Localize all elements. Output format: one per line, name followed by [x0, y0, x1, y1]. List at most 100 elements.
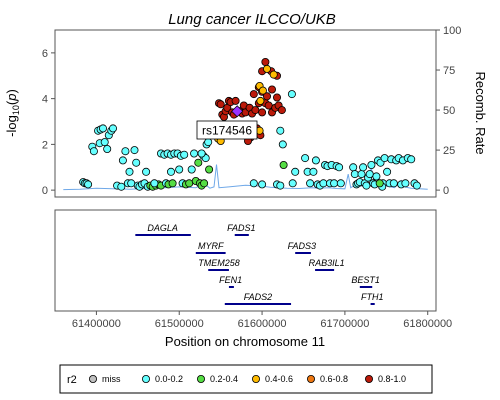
x-tick-label: 61400000 [72, 318, 121, 330]
gene-myrf-label: MYRF [198, 241, 224, 251]
snp-point [373, 173, 380, 180]
legend-swatch [252, 375, 259, 382]
snp-point [279, 141, 286, 148]
snp-point [366, 171, 373, 178]
snp-point [336, 164, 343, 171]
snp-point [360, 164, 367, 171]
snp-point [122, 148, 129, 155]
snp-point [402, 180, 409, 187]
snp-point [265, 102, 272, 109]
snp-point [312, 157, 319, 164]
gene-best1-label: BEST1 [351, 275, 380, 285]
gene-fads2-label: FADS2 [244, 292, 272, 302]
x-tick-label: 61500000 [155, 318, 204, 330]
snp-point [351, 171, 358, 178]
legend-swatch [307, 375, 314, 382]
y2-tick-label: 0 [443, 185, 449, 197]
snp-point [288, 91, 295, 98]
snp-point [128, 180, 135, 187]
snp-point [176, 166, 183, 173]
snp-point [133, 159, 140, 166]
snp-point [232, 97, 239, 104]
snp-point [337, 180, 344, 187]
x-axis-label: Position on chromosome 11 [165, 334, 325, 349]
snp-point [191, 150, 198, 157]
x-tick-label: 61800000 [403, 318, 452, 330]
legend-title: r2 [67, 374, 77, 386]
x-tick-label: 61700000 [320, 318, 369, 330]
x-tick-label: 61600000 [238, 318, 287, 330]
gene-fads3-label: FADS3 [288, 241, 316, 251]
snp-point [131, 147, 138, 154]
snp-point [273, 94, 280, 101]
snp-point [280, 161, 287, 168]
snp-point [390, 180, 397, 187]
y-axis-ticks: 0246 [42, 48, 55, 197]
legend-swatch [197, 375, 204, 382]
legend-swatch [365, 375, 372, 382]
lead-snp-label: rs174546 [202, 124, 252, 138]
snp-point [151, 180, 158, 187]
snp-point [118, 183, 125, 190]
snp-point [188, 166, 195, 173]
snp-point [376, 180, 383, 187]
gene-rab3il1-label: RAB3IL1 [309, 258, 345, 268]
y-axis-label-p: p [4, 94, 19, 102]
snp-point [143, 168, 150, 175]
snp-point [104, 145, 111, 152]
snp-point [126, 168, 133, 175]
snp-point [217, 101, 224, 108]
legend-label: 0.0-0.2 [155, 374, 183, 384]
snp-point [368, 161, 375, 168]
snp-point [270, 71, 277, 78]
snp-point [109, 125, 116, 132]
y2-axis-ticks: 0 25 50 75 100 [436, 25, 461, 197]
snp-point [292, 168, 299, 175]
y-tick-label: 0 [42, 185, 48, 197]
y-tick-label: 2 [42, 139, 48, 151]
snp-point [85, 181, 92, 188]
legend-label: 0.4-0.6 [265, 374, 293, 384]
snp-point [205, 139, 212, 146]
legend-label: miss [102, 374, 121, 384]
snp-point [250, 180, 257, 187]
y-axis-label-close: ) [4, 89, 19, 93]
snp-point [198, 150, 205, 157]
y2-tick-label: 100 [443, 25, 461, 37]
snp-point [195, 159, 202, 166]
legend-label: 0.2-0.4 [210, 374, 238, 384]
snp-point [167, 168, 174, 175]
snp-point [252, 107, 259, 114]
legend-label: 0.8-1.0 [378, 374, 406, 384]
snp-point [408, 156, 415, 163]
snp-point [278, 107, 285, 114]
y-axis-label-subscript: 10 [11, 105, 21, 115]
snp-point [350, 164, 357, 171]
y2-tick-label: 25 [443, 145, 455, 157]
snp-point [363, 182, 370, 189]
snp-point [181, 151, 188, 158]
snp-point [119, 157, 126, 164]
y-tick-label: 4 [42, 94, 48, 106]
snp-point [277, 182, 284, 189]
gene-fads1-label: FADS1 [227, 223, 255, 233]
snp-point [413, 182, 420, 189]
snp-point [381, 155, 388, 162]
snp-point [101, 139, 108, 146]
snp-point [259, 181, 266, 188]
snp-point [307, 180, 314, 187]
snp-point [289, 180, 296, 187]
snp-point [263, 65, 270, 72]
legend-swatch [89, 375, 96, 382]
snp-point [268, 86, 275, 93]
snp-point [302, 155, 309, 162]
y2-tick-label: 75 [443, 65, 455, 77]
snp-point [169, 180, 176, 187]
gene-tmem258-label: TMEM258 [198, 258, 240, 268]
snp-point [250, 91, 257, 98]
snp-point [331, 180, 338, 187]
snp-point [358, 171, 365, 178]
snp-point [277, 127, 284, 134]
y-axis-label-main: -log [4, 115, 19, 137]
